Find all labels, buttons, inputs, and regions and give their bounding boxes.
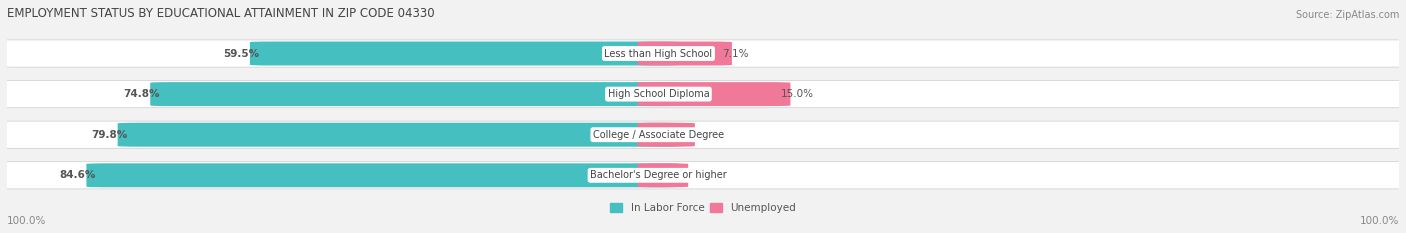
FancyBboxPatch shape: [250, 41, 679, 65]
Text: 7.1%: 7.1%: [723, 48, 748, 58]
Text: Less than High School: Less than High School: [605, 48, 713, 58]
Text: 1.2%: 1.2%: [679, 170, 704, 180]
Text: Bachelor's Degree or higher: Bachelor's Degree or higher: [591, 170, 727, 180]
FancyBboxPatch shape: [637, 163, 688, 187]
Text: College / Associate Degree: College / Associate Degree: [593, 130, 724, 140]
FancyBboxPatch shape: [637, 41, 733, 65]
FancyBboxPatch shape: [118, 123, 679, 147]
FancyBboxPatch shape: [0, 40, 1406, 67]
FancyBboxPatch shape: [150, 82, 679, 106]
Text: EMPLOYMENT STATUS BY EDUCATIONAL ATTAINMENT IN ZIP CODE 04330: EMPLOYMENT STATUS BY EDUCATIONAL ATTAINM…: [7, 7, 434, 20]
FancyBboxPatch shape: [86, 163, 679, 187]
FancyBboxPatch shape: [0, 81, 1406, 108]
FancyBboxPatch shape: [0, 121, 1406, 148]
Text: 84.6%: 84.6%: [60, 170, 96, 180]
FancyBboxPatch shape: [0, 162, 1406, 189]
Text: Source: ZipAtlas.com: Source: ZipAtlas.com: [1296, 10, 1399, 20]
Text: 100.0%: 100.0%: [7, 216, 46, 226]
Text: High School Diploma: High School Diploma: [607, 89, 710, 99]
Text: 59.5%: 59.5%: [224, 48, 260, 58]
Text: 15.0%: 15.0%: [780, 89, 814, 99]
Text: 74.8%: 74.8%: [124, 89, 160, 99]
FancyBboxPatch shape: [637, 82, 790, 106]
Text: 100.0%: 100.0%: [1360, 216, 1399, 226]
Text: 79.8%: 79.8%: [91, 130, 128, 140]
Text: 2.1%: 2.1%: [685, 130, 711, 140]
FancyBboxPatch shape: [637, 123, 695, 147]
Legend: In Labor Force, Unemployed: In Labor Force, Unemployed: [606, 199, 800, 217]
